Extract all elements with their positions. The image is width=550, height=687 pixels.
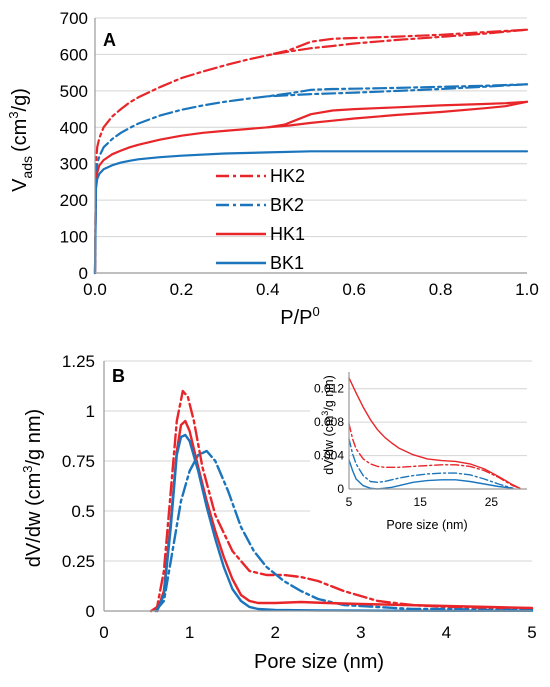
legend-label-bk2: BK2: [270, 195, 304, 215]
panel-b-x-tick-label: 4: [442, 623, 451, 642]
inset-series-hk1: [348, 377, 521, 489]
inset-y-tick-label: 0.008: [314, 415, 344, 429]
inset-series-hk2: [348, 423, 521, 489]
panel-a-legend: HK2 BK2 HK1 BK1: [216, 166, 305, 273]
panel-b-series-bk1: [155, 433, 534, 613]
panel-a-letter: A: [103, 30, 116, 50]
panel-b-y-tick-label: 1.25: [62, 352, 95, 371]
panel-a-series-hk1-desorption: [266, 100, 529, 129]
panel-a-series-bk2-desorption: [266, 83, 529, 98]
panel-a-x-tick-label: 0.8: [429, 280, 453, 299]
panel-a-series-bk1: [93, 150, 529, 275]
inset-y-tick-label: 0: [337, 482, 344, 496]
inset-series-bk2: [348, 438, 514, 489]
panel-a-x-tick-label: 0.4: [256, 280, 280, 299]
panel-b-x-tick-label: 2: [270, 623, 279, 642]
panel-a-series: [93, 28, 529, 275]
panel-a-axes: [94, 18, 527, 274]
legend-label-hk2: HK2: [270, 166, 305, 186]
panel-b-axes: [103, 361, 532, 612]
panel-a-y-tick-label: 400: [60, 118, 88, 137]
panel-b-y-axis-label: dV/dw (cm3/g nm): [20, 409, 45, 567]
panel-a-y-tick-label: 700: [60, 9, 88, 28]
panel-a-series-hk2: [93, 28, 529, 275]
panel-b-x-tick-label: 5: [527, 623, 536, 642]
panel-a-x-axis-label: P/P0: [280, 304, 319, 329]
inset-x-tick-label: 5: [346, 495, 353, 509]
panel-b-series-bk2: [154, 449, 534, 613]
panel-a-grid: [95, 17, 527, 238]
panel-b-series: [149, 389, 534, 613]
panel-a-y-axis-label: Vads(cm3/g): [6, 88, 35, 192]
panel-b-x-tick-label: 1: [185, 623, 194, 642]
panel-a-x-tick-label: 0.2: [170, 280, 194, 299]
panel-a-x-tick-label: 0.6: [342, 280, 366, 299]
panel-b-y-tick-label: 0.5: [71, 502, 95, 521]
inset-y-tick-label: 0.012: [314, 382, 344, 396]
panel-a-y-tick-label: 100: [60, 228, 88, 247]
panel-a-series-bk2: [93, 83, 529, 275]
panel-b-y-tick-label: 1: [86, 402, 95, 421]
panel-a-tick-labels: 0 100 200 300 400 500 600 700 0.0 0.2 0.4 0.6 0.8 1.0: [60, 9, 539, 299]
inset-y-tick-label: 0.004: [314, 449, 344, 463]
inset-series-bk1: [348, 459, 514, 490]
panel-b-y-tick-label: 0: [86, 602, 95, 621]
panel-b-series-hk2: [149, 389, 534, 613]
panel-b-y-tick-label: 0.25: [62, 552, 95, 571]
panel-b-x-axis-label: Pore size (nm): [254, 651, 384, 673]
inset-axes: [348, 372, 527, 490]
inset-tick-labels: 0 0.004 0.008 0.012 5 15 25: [314, 382, 498, 509]
panel-b-x-tick-label: 3: [356, 623, 365, 642]
inset-x-tick-label: 25: [485, 495, 499, 509]
panel-a-series-hk2-desorption: [266, 28, 529, 57]
inset-grid: [349, 388, 527, 457]
panel-a: 0 100 200 300 400 500 600 700 0.0 0.2 0.4 0.6 0.8 1.0…: [6, 9, 539, 329]
inset-chart: 0 0.004 0.008 0.012 5 15 25 Pore size (nm) dV/…: [310, 362, 532, 546]
legend-item-hk1: HK1: [216, 224, 305, 244]
legend-item-hk2: HK2: [216, 166, 305, 186]
panel-b-x-tick-label: 0: [99, 623, 108, 642]
inset-y-axis-label: dV/dw (cm3/g nm): [320, 375, 336, 475]
panel-b-tick-labels: 0 0.25 0.5 0.75 1 1.25 0 1 2 3 4 5: [62, 352, 537, 642]
panel-a-series-hk1: [93, 100, 529, 275]
panel-a-y-tick-label: 200: [60, 191, 88, 210]
panel-b-letter: B: [112, 366, 125, 386]
panel-a-y-tick-label: 0: [79, 264, 88, 283]
panel-a-x-tick-label: 1.0: [515, 280, 539, 299]
panel-a-y-tick-label: 600: [60, 45, 88, 64]
inset-x-tick-label: 15: [414, 495, 428, 509]
panel-b-series-hk1: [155, 419, 534, 613]
panel-b: 0 0.25 0.5 0.75 1 1.25 0 1 2 3 4 5 B Pore size (nm)…: [20, 352, 537, 673]
inset-series: [348, 377, 521, 490]
inset-x-axis-label: Pore size (nm): [386, 518, 467, 532]
legend-label-bk1: BK1: [270, 253, 304, 273]
panel-a-y-tick-label: 500: [60, 82, 88, 101]
legend-label-hk1: HK1: [270, 224, 305, 244]
panel-a-x-tick-label: 0.0: [83, 280, 107, 299]
inset-background: [310, 362, 532, 546]
legend-item-bk2: BK2: [216, 195, 304, 215]
panel-b-y-tick-label: 0.75: [62, 452, 95, 471]
legend-item-bk1: BK1: [216, 253, 304, 273]
panel-a-y-tick-label: 300: [60, 155, 88, 174]
